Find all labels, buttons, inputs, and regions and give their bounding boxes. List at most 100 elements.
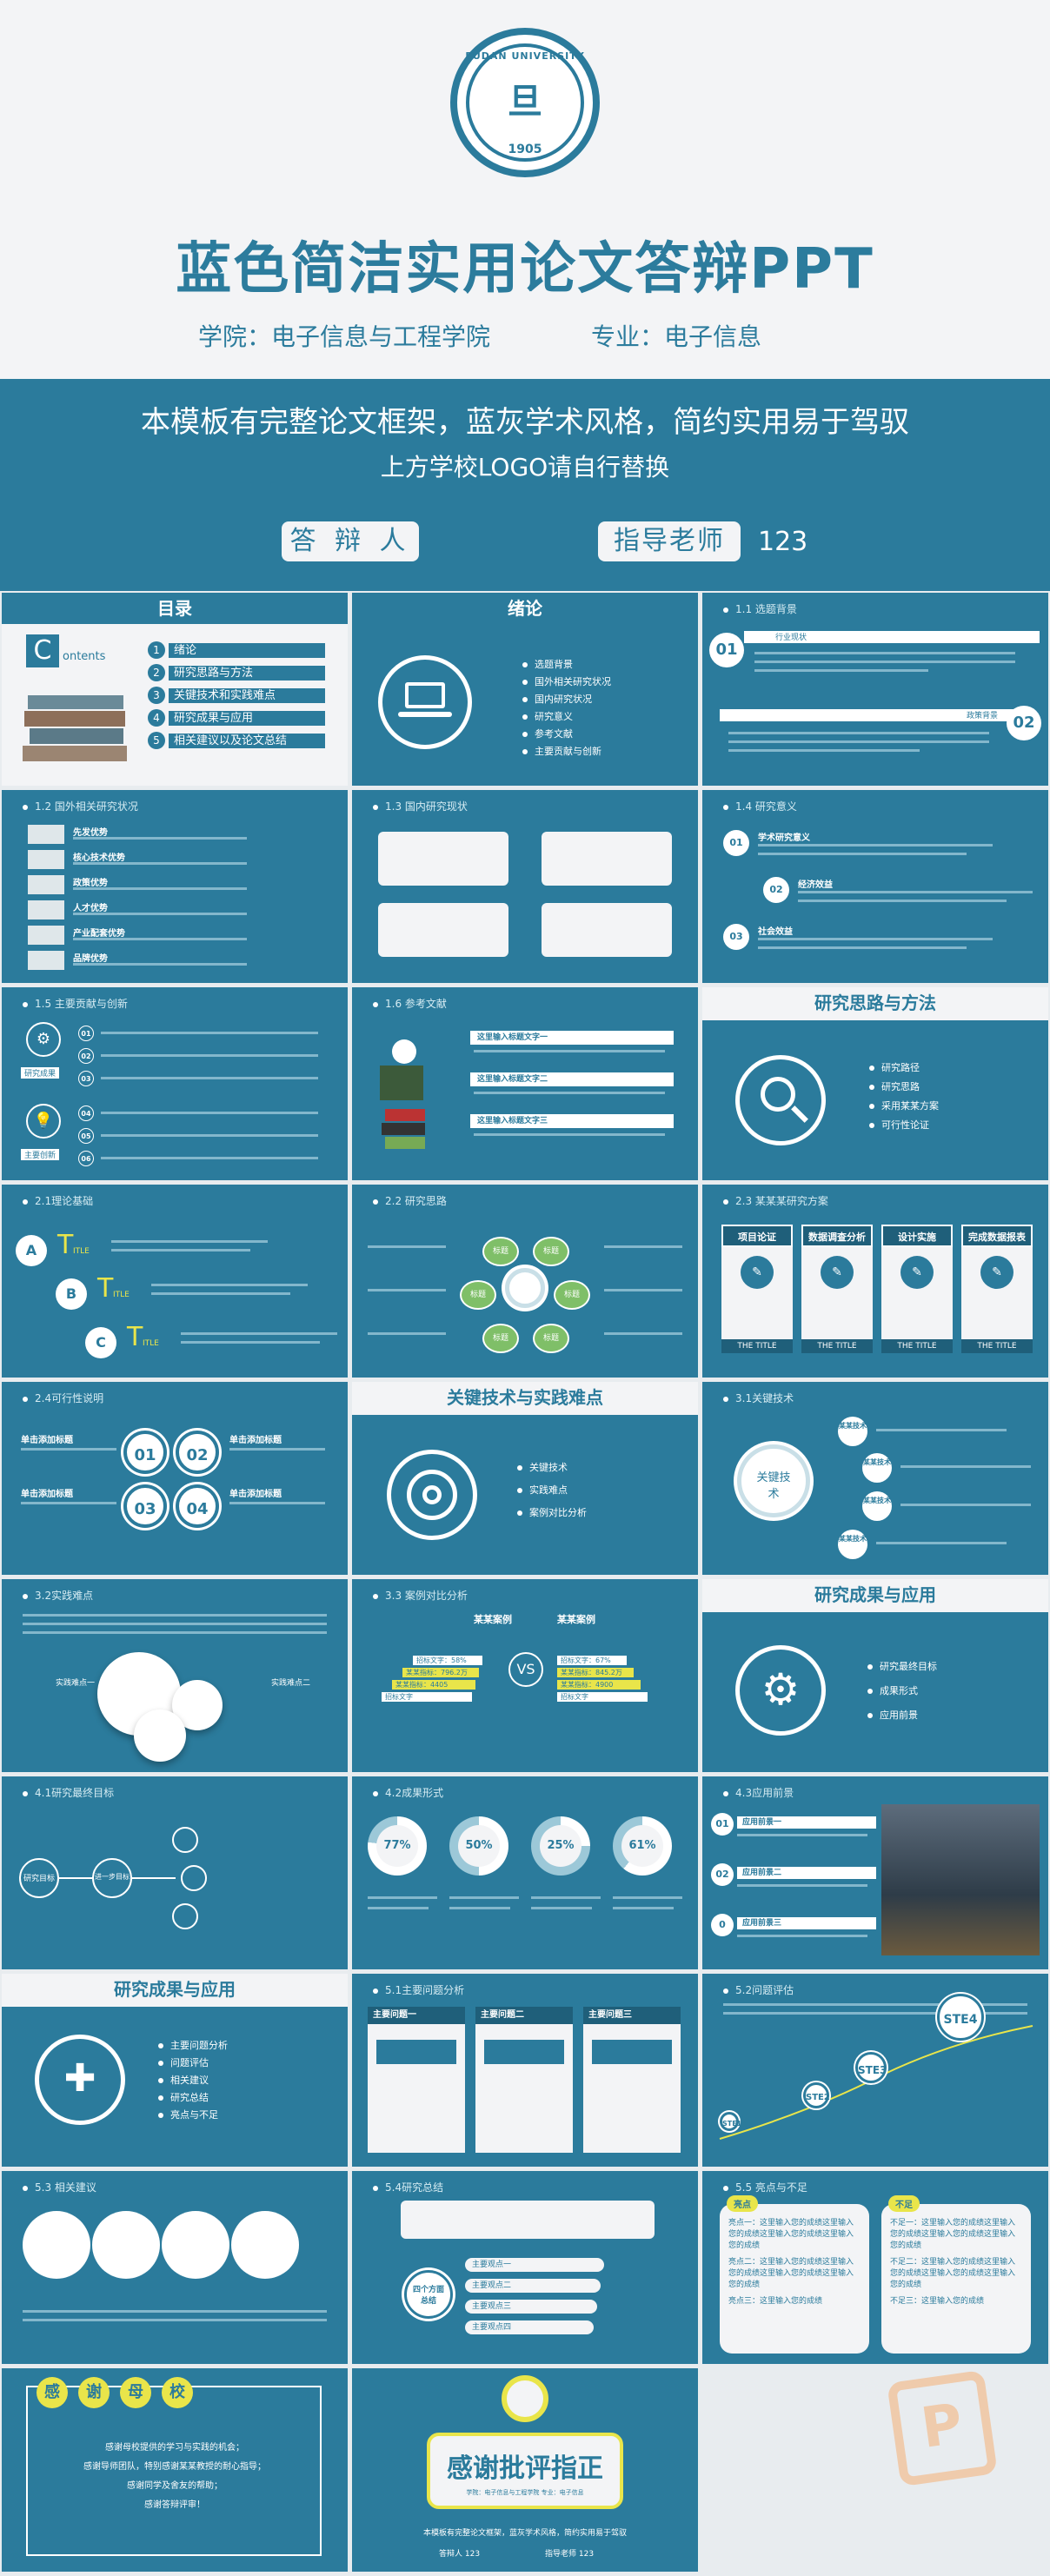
slide-heading: 3.1关键技术: [723, 1391, 794, 1405]
slide-heading: 4.3应用前景: [723, 1785, 794, 1800]
slide-key: 关键技术与实践难点 关键技术 实践难点 案例对比分析: [352, 1382, 698, 1575]
logo-arc-text: FUDAN UNIVERSITY: [465, 50, 585, 62]
slide-heading: 5.1主要问题分析: [373, 1982, 464, 1997]
text-line: [531, 1896, 601, 1899]
thanks-char: 感: [37, 2377, 68, 2408]
highlight-text: 亮点二：这里输入您的成绩这里输入您的成绩这里输入您的成绩这里输入您的成绩: [728, 2258, 854, 2289]
advantage-title: 产业配套优势: [73, 929, 125, 939]
text-line: [368, 1907, 429, 1909]
text-line: [21, 1502, 116, 1504]
percent-ring: 61%: [613, 1816, 672, 1876]
cover-title: 蓝色简洁实用论文答辩PPT: [176, 237, 874, 302]
slide-2-1: 2.1理论基础 A T ITLE B T ITLE C T ITLE: [2, 1185, 348, 1378]
thanks-sub: 学院：电子信息与工程学院 专业：电子信息: [466, 2489, 584, 2496]
slide-heading: 1.5 主要贡献与创新: [23, 996, 128, 1011]
number-dot: 06: [78, 1151, 94, 1166]
slide-2-3: 2.3 某某某研究方案 项目论证 ✎ THE TITLE 数据调查分析 ✎ THE TIT…: [702, 1185, 1048, 1378]
column-footer: THE TITLE: [801, 1339, 873, 1353]
note-card: [542, 832, 672, 886]
text-line: [181, 1332, 337, 1335]
case-bar-left: 某某指标：796.2万: [402, 1668, 479, 1677]
big-t: T: [57, 1230, 74, 1260]
cover-header: FUDAN UNIVERSITY 旦 1905 蓝色简洁实用论文答辩PPT 学院…: [0, 0, 1050, 379]
thanks-line: 感谢答辩评审！: [144, 2500, 205, 2510]
summary-item: 主要观点一: [465, 2258, 604, 2272]
feasibility-badge: 02: [176, 1431, 219, 1474]
thumbnail-image: [28, 850, 64, 869]
petal: 标题: [533, 1324, 569, 1353]
results-item: 应用前景: [867, 1708, 918, 1722]
percent-value: 61%: [621, 1825, 663, 1867]
toc-number: 4: [148, 709, 165, 727]
text-line: [737, 1834, 867, 1836]
suggestion-ball: [96, 2214, 156, 2275]
prospect-badge: 01: [711, 1813, 734, 1836]
text-line: [449, 1896, 519, 1899]
slide-heading: 2.3 某某某研究方案: [723, 1193, 828, 1208]
slide-thanks-1: 感谢母校 感谢母校提供的学习与实践的机会； 感谢导师团队，特别感谢某某教授的耐心指…: [2, 2368, 348, 2572]
contents-word: ontents: [63, 650, 106, 663]
slide-heading: 1.1 选题背景: [723, 601, 797, 616]
laptop-icon: [378, 655, 472, 749]
caption-results: 研究成果: [21, 1067, 60, 1079]
step-circle: STE3: [855, 2052, 887, 2083]
note-card: [378, 903, 508, 957]
text-line: [101, 1134, 318, 1137]
goal-node: [19, 1858, 59, 1898]
thanks-char: 谢: [78, 2377, 110, 2408]
advantage-title: 核心技术优势: [73, 853, 125, 863]
feasibility-badge: 04: [176, 1484, 219, 1528]
feasibility-badge: 01: [123, 1431, 167, 1474]
thanks-big: 感谢批评指正: [447, 2453, 603, 2484]
problem-title: 主要问题一: [368, 2007, 465, 2024]
toc-number: 3: [148, 687, 165, 704]
letter-badge: C: [85, 1327, 116, 1358]
toc-item: 研究思路与方法: [169, 666, 325, 681]
text-line: [229, 1448, 325, 1451]
text-line: [449, 1907, 510, 1909]
text-line: [151, 1284, 308, 1286]
reference-title: 这里输入标题文字三: [470, 1114, 674, 1128]
thanks-board: 感谢批评指正 学院：电子信息与工程学院 专业：电子信息: [427, 2433, 623, 2509]
feasibility-title: 单击添加标题: [229, 1436, 282, 1445]
column-title: 完成数据报表: [961, 1225, 1033, 1247]
bulb-icon: ✚: [35, 2035, 125, 2125]
slide-5-4: 5.4研究总结 四个方面总结 主要观点一 主要观点二 主要观点三 主要观点四: [352, 2171, 698, 2364]
prospect-badge: 0: [711, 1914, 734, 1936]
slide-results: 研究成果与应用 ⚙ 研究最终目标 成果形式 应用前景: [702, 1579, 1048, 1772]
slide-heading: 5.5 亮点与不足: [723, 2180, 807, 2194]
next-goal-node: [92, 1858, 132, 1898]
university-logo: FUDAN UNIVERSITY 旦 1905: [450, 28, 600, 177]
text-line: [474, 1050, 665, 1052]
small-title: ITLE: [73, 1247, 90, 1256]
petal: 标题: [482, 1324, 519, 1353]
text-line: [604, 1332, 682, 1335]
tag-1: 行业现状: [744, 631, 1040, 643]
slide-heading: 2.4可行性说明: [23, 1391, 103, 1405]
petal: 标题: [554, 1280, 590, 1310]
results2-item: 亮点与不足: [158, 2108, 218, 2121]
results-item: 成果形式: [867, 1683, 918, 1697]
tag-2: 政策背景: [720, 709, 1024, 721]
case-bar-left: 招标文字: [382, 1692, 472, 1702]
logo-glyph: 旦: [508, 81, 542, 122]
slide-heading: 3.3 案例对比分析: [373, 1588, 468, 1603]
text-line: [101, 1112, 318, 1114]
slide-heading: 2.2 研究思路: [373, 1193, 447, 1208]
shortcoming-text: 不足一：这里输入您的成绩这里输入您的成绩这里输入您的成绩这里输入您的成绩: [890, 2219, 1016, 2250]
text-line: [368, 1896, 437, 1899]
slide-heading: 1.2 国外相关研究状况: [23, 799, 138, 813]
tech-node: 某某技术: [838, 1417, 867, 1446]
caption-innovation: 主要创新: [21, 1149, 60, 1160]
slide-toc: 目录 C ontents 1 绪论 2 研究思路与方法 3 关键技术和实践难点 4 研究成果与…: [2, 593, 348, 786]
suggestion-ball: [165, 2214, 226, 2275]
feasibility-title: 单击添加标题: [21, 1490, 73, 1499]
text-line: [101, 1077, 318, 1079]
results2-title: 研究成果与应用: [114, 1979, 236, 2000]
suggestion-ball: [235, 2214, 296, 2275]
tagline-2: 上方学校LOGO请自行替换: [380, 453, 670, 481]
summary-item: 主要观点三: [465, 2300, 597, 2314]
percent-value: 77%: [376, 1825, 418, 1867]
toc-number: 2: [148, 664, 165, 681]
slide-5-1: 5.1主要问题分析 主要问题一 主要问题二 主要问题三: [352, 1974, 698, 2167]
